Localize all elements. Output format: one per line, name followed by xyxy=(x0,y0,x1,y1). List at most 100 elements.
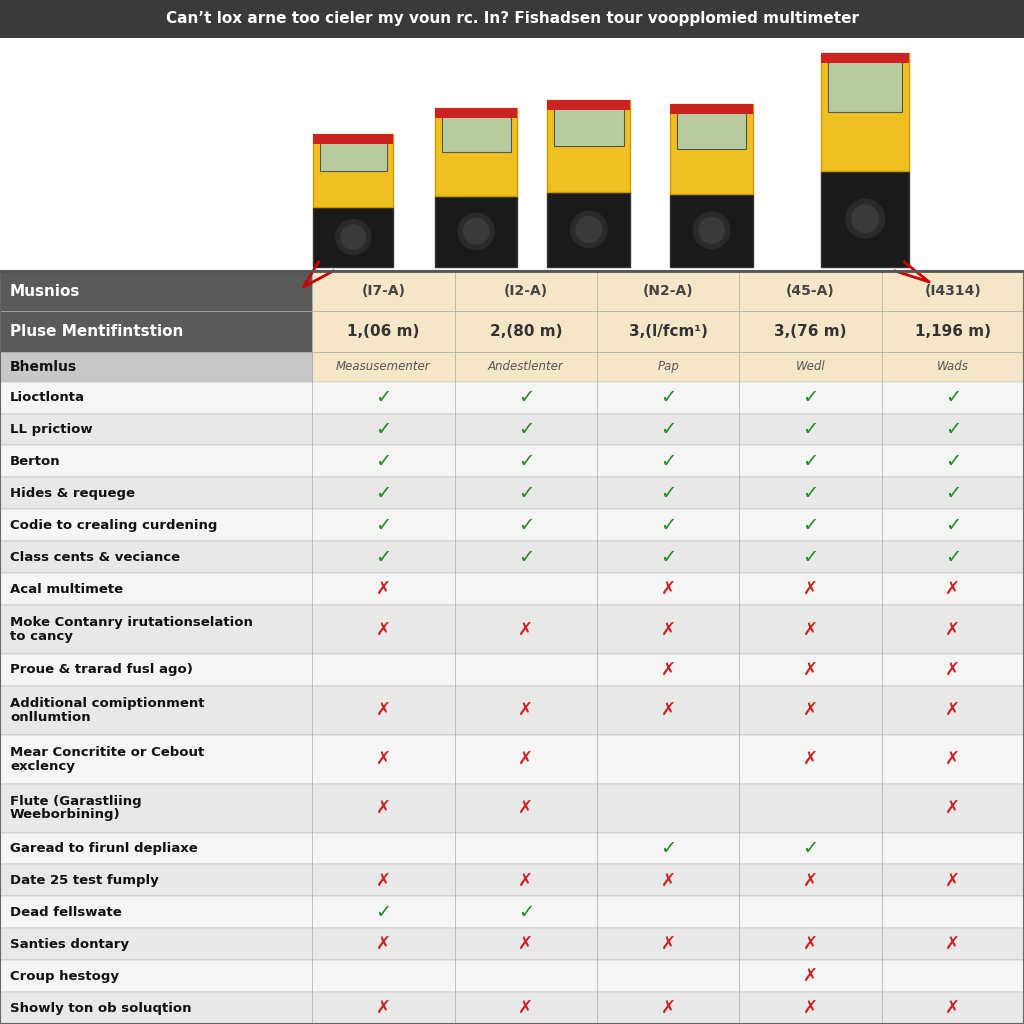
Bar xyxy=(0,0,1024,38)
Text: ✓: ✓ xyxy=(518,548,534,566)
Circle shape xyxy=(336,219,371,255)
Text: ✓: ✓ xyxy=(660,483,676,503)
Text: (N2-A): (N2-A) xyxy=(643,285,693,298)
Text: (I7-A): (I7-A) xyxy=(361,285,406,298)
Text: LL prictiow: LL prictiow xyxy=(10,423,92,436)
Text: ✓: ✓ xyxy=(376,452,391,471)
Text: ✗: ✗ xyxy=(803,967,818,985)
Bar xyxy=(547,191,631,267)
Bar xyxy=(828,62,902,112)
Text: ✗: ✗ xyxy=(518,751,534,768)
Text: ✗: ✗ xyxy=(518,999,534,1017)
Bar xyxy=(0,311,312,352)
Text: ✗: ✗ xyxy=(660,660,676,679)
Bar xyxy=(0,833,1024,864)
Bar xyxy=(0,654,1024,686)
Text: 1,(06 m): 1,(06 m) xyxy=(347,325,420,339)
Circle shape xyxy=(458,213,495,250)
Text: ✓: ✓ xyxy=(518,483,534,503)
Text: Weeborbining): Weeborbining) xyxy=(10,808,121,821)
Text: ✓: ✓ xyxy=(376,483,391,503)
Text: ✗: ✗ xyxy=(660,621,676,638)
Text: ✓: ✓ xyxy=(376,903,391,922)
Bar xyxy=(312,311,1024,352)
Bar xyxy=(671,104,753,194)
Bar xyxy=(0,509,1024,541)
Text: Showly ton ob soluqtion: Showly ton ob soluqtion xyxy=(10,1001,191,1015)
Bar xyxy=(0,864,1024,896)
Text: ✓: ✓ xyxy=(518,420,534,439)
Text: ✓: ✓ xyxy=(803,420,818,439)
Text: ✓: ✓ xyxy=(945,516,961,535)
Text: 3,(l/fcm¹): 3,(l/fcm¹) xyxy=(629,325,708,339)
Text: Additional comiptionment: Additional comiptionment xyxy=(10,697,205,710)
Text: ✗: ✗ xyxy=(376,935,391,953)
Text: to cancy: to cancy xyxy=(10,630,73,643)
Text: ✓: ✓ xyxy=(660,420,676,439)
Text: Mear Concritite or Cebout: Mear Concritite or Cebout xyxy=(10,745,204,759)
Text: ✗: ✗ xyxy=(518,935,534,953)
Bar xyxy=(0,929,1024,961)
Text: (I4314): (I4314) xyxy=(925,285,981,298)
Bar xyxy=(0,783,1024,833)
Text: ✗: ✗ xyxy=(376,799,391,817)
Text: Moke Contanry irutationselation: Moke Contanry irutationselation xyxy=(10,616,253,629)
Text: Measusementer: Measusementer xyxy=(336,360,431,373)
Text: ✗: ✗ xyxy=(376,871,391,890)
Circle shape xyxy=(699,218,724,243)
Bar xyxy=(313,134,393,207)
Text: Berton: Berton xyxy=(10,455,60,468)
Text: ✗: ✗ xyxy=(945,701,961,719)
Text: ✓: ✓ xyxy=(376,548,391,566)
Text: ✓: ✓ xyxy=(376,420,391,439)
Text: ✗: ✗ xyxy=(803,751,818,768)
Text: exclency: exclency xyxy=(10,760,75,772)
Bar xyxy=(821,52,909,171)
Bar xyxy=(677,112,746,148)
Text: Croup hestogy: Croup hestogy xyxy=(10,970,119,983)
Bar xyxy=(0,686,1024,734)
Text: ✗: ✗ xyxy=(518,701,534,719)
Bar xyxy=(441,116,511,152)
Bar xyxy=(0,477,1024,509)
Text: 2,(80 m): 2,(80 m) xyxy=(489,325,562,339)
Text: Codie to crealing curdening: Codie to crealing curdening xyxy=(10,519,217,531)
Text: ✓: ✓ xyxy=(945,420,961,439)
Circle shape xyxy=(846,200,885,239)
Text: ✓: ✓ xyxy=(803,483,818,503)
Bar xyxy=(313,134,393,144)
Text: Pap: Pap xyxy=(657,360,679,373)
Text: ✗: ✗ xyxy=(660,701,676,719)
Text: (45-A): (45-A) xyxy=(786,285,835,298)
Text: ✗: ✗ xyxy=(803,871,818,890)
Text: ✗: ✗ xyxy=(660,999,676,1017)
Bar xyxy=(0,271,1024,1024)
Bar xyxy=(0,414,1024,445)
Circle shape xyxy=(852,205,879,232)
Bar xyxy=(671,194,753,267)
Text: ✓: ✓ xyxy=(660,388,676,408)
Text: Wedl: Wedl xyxy=(796,360,825,373)
Bar xyxy=(821,171,909,267)
Text: ✗: ✗ xyxy=(660,871,676,890)
Text: Garead to firunl depliaxe: Garead to firunl depliaxe xyxy=(10,842,198,855)
Bar xyxy=(671,104,753,114)
Bar xyxy=(312,271,1024,311)
Text: ✗: ✗ xyxy=(518,621,534,638)
Text: ✓: ✓ xyxy=(945,452,961,471)
Bar xyxy=(0,573,1024,605)
Text: ✓: ✓ xyxy=(803,839,818,858)
Text: ✗: ✗ xyxy=(945,999,961,1017)
Text: 3,(76 m): 3,(76 m) xyxy=(774,325,847,339)
Text: ✗: ✗ xyxy=(945,580,961,598)
Text: ✗: ✗ xyxy=(945,935,961,953)
Text: Can’t lox arne too cieler my voun rc. In? Fishadsen tour voopplomied multimeter: Can’t lox arne too cieler my voun rc. In… xyxy=(166,11,858,27)
Text: ✗: ✗ xyxy=(376,701,391,719)
Text: Class cents & veciance: Class cents & veciance xyxy=(10,551,180,563)
Text: Flute (Garastliing: Flute (Garastliing xyxy=(10,795,141,808)
Text: Musnios: Musnios xyxy=(10,284,80,299)
Text: ✗: ✗ xyxy=(945,799,961,817)
Bar xyxy=(0,541,1024,573)
Text: Proue & trarad fusl ago): Proue & trarad fusl ago) xyxy=(10,664,193,676)
Text: ✗: ✗ xyxy=(803,935,818,953)
